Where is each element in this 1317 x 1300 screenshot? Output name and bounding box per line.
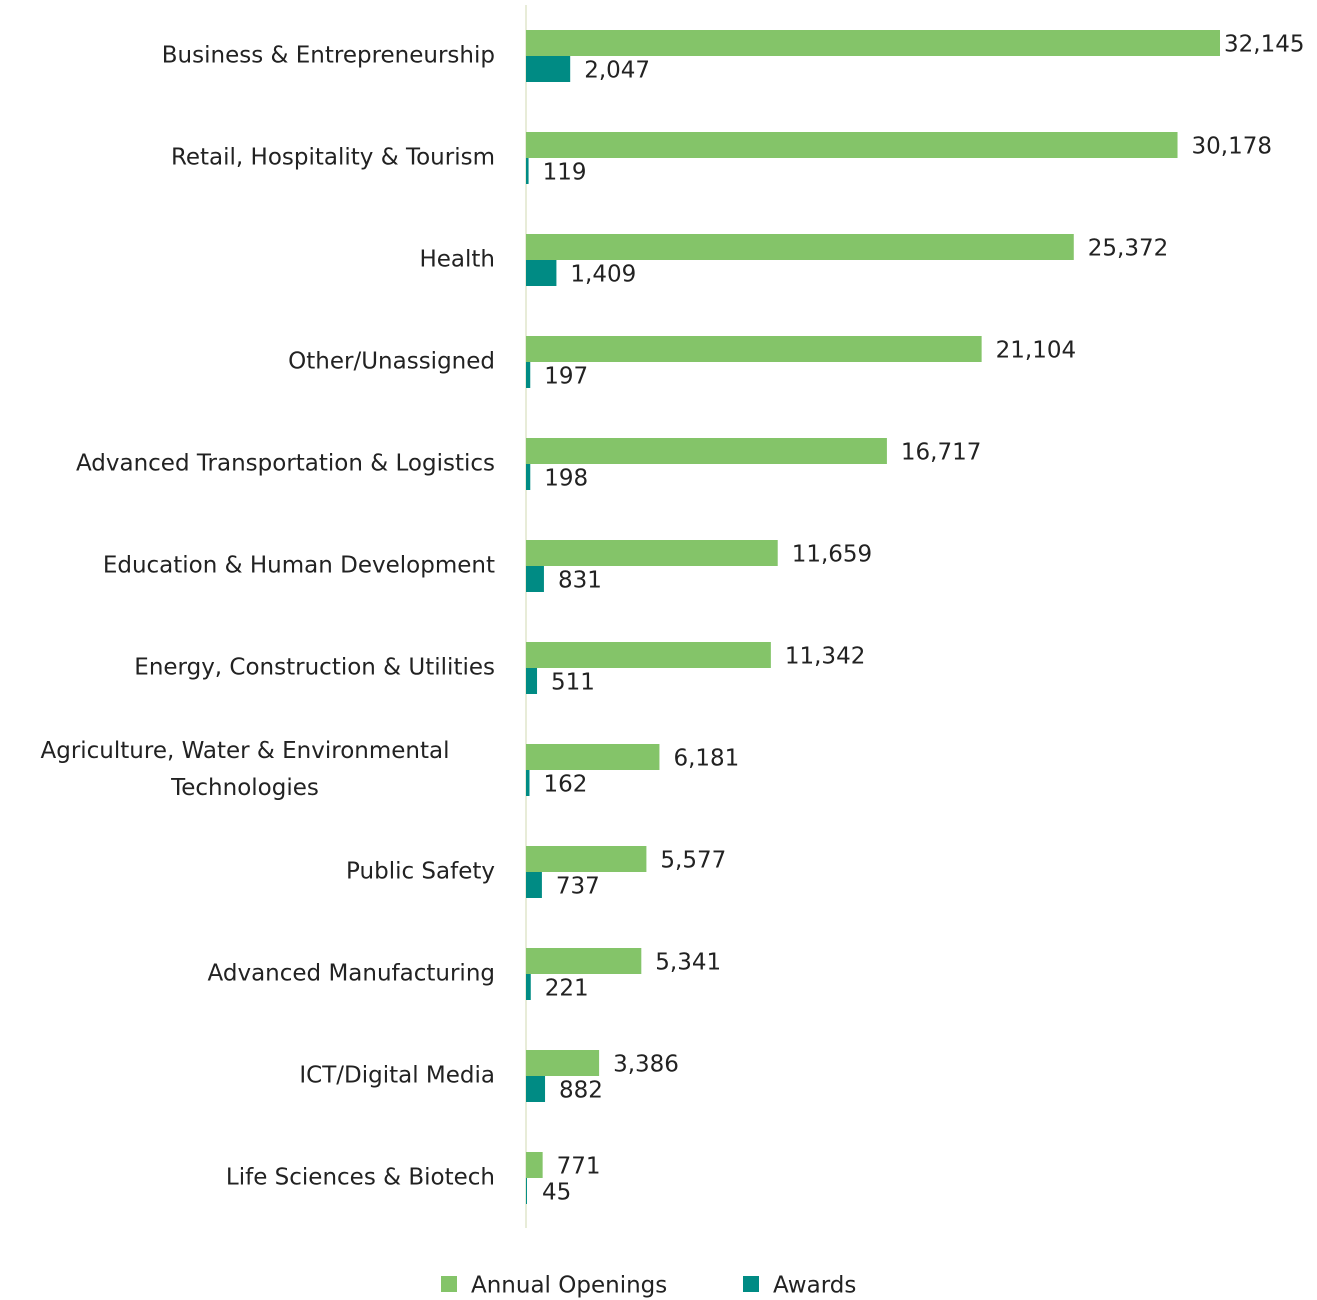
category-text: Advanced Manufacturing bbox=[207, 960, 495, 987]
value-label: 197 bbox=[544, 364, 588, 390]
value-label: 1,409 bbox=[570, 262, 636, 288]
category-text: Other/Unassigned bbox=[288, 348, 495, 375]
value-label: 21,104 bbox=[996, 338, 1076, 364]
legend-label: Awards bbox=[773, 1273, 856, 1299]
category-text: Health bbox=[419, 246, 495, 273]
value-label: 11,659 bbox=[792, 542, 872, 568]
category-text: Public Safety bbox=[346, 858, 495, 885]
value-label: 119 bbox=[543, 160, 587, 186]
bar bbox=[526, 770, 530, 796]
category-text: Business & Entrepreneurship bbox=[161, 42, 495, 69]
value-label: 11,342 bbox=[785, 644, 865, 670]
value-label: 45 bbox=[542, 1180, 571, 1206]
value-label: 25,372 bbox=[1088, 236, 1168, 262]
legend-swatch bbox=[743, 1276, 759, 1292]
category-label: Education & Human Development bbox=[0, 548, 495, 585]
value-label: 2,047 bbox=[584, 58, 650, 84]
bar bbox=[526, 362, 531, 388]
bar bbox=[526, 948, 642, 974]
bar bbox=[526, 132, 1178, 158]
value-label: 198 bbox=[544, 466, 588, 492]
category-label: Advanced Manufacturing bbox=[0, 956, 495, 993]
category-label: Advanced Transportation & Logistics bbox=[0, 446, 495, 483]
category-text: Agriculture, Water & Environmental Techn… bbox=[40, 738, 450, 801]
value-label: 831 bbox=[558, 568, 602, 594]
bar bbox=[526, 668, 538, 694]
category-label: Retail, Hospitality & Tourism bbox=[0, 140, 495, 177]
bar bbox=[526, 642, 771, 668]
category-text: Energy, Construction & Utilities bbox=[134, 654, 495, 681]
bar bbox=[526, 872, 542, 898]
category-label: Agriculture, Water & Environmental Techn… bbox=[0, 733, 495, 807]
category-text: Life Sciences & Biotech bbox=[225, 1164, 495, 1191]
category-text: Retail, Hospitality & Tourism bbox=[170, 144, 495, 171]
value-label: 5,341 bbox=[655, 950, 721, 976]
bar bbox=[526, 846, 647, 872]
bar bbox=[526, 336, 982, 362]
bar bbox=[526, 566, 544, 592]
category-label: Public Safety bbox=[0, 854, 495, 891]
category-label: ICT/Digital Media bbox=[0, 1058, 495, 1095]
category-label: Health bbox=[0, 242, 495, 279]
category-label: Business & Entrepreneurship bbox=[0, 38, 495, 75]
bar bbox=[526, 1050, 600, 1076]
bar bbox=[526, 1076, 546, 1102]
category-label: Life Sciences & Biotech bbox=[0, 1160, 495, 1197]
value-label: 5,577 bbox=[660, 848, 726, 874]
bar bbox=[526, 1152, 543, 1178]
value-label: 30,178 bbox=[1192, 134, 1272, 160]
legend-swatch bbox=[441, 1276, 457, 1292]
legend-label: Annual Openings bbox=[471, 1273, 667, 1299]
bar bbox=[526, 158, 529, 184]
bar bbox=[526, 540, 778, 566]
bar bbox=[526, 234, 1074, 260]
value-label: 32,145 bbox=[1224, 32, 1304, 58]
bar bbox=[526, 56, 571, 82]
category-text: ICT/Digital Media bbox=[299, 1062, 495, 1089]
bar bbox=[526, 974, 531, 1000]
category-label: Energy, Construction & Utilities bbox=[0, 650, 495, 687]
category-text: Advanced Transportation & Logistics bbox=[75, 450, 495, 477]
value-label: 882 bbox=[559, 1078, 603, 1104]
bar bbox=[526, 438, 887, 464]
value-label: 16,717 bbox=[901, 440, 981, 466]
value-label: 3,386 bbox=[613, 1052, 679, 1078]
value-label: 511 bbox=[551, 670, 595, 696]
bar bbox=[526, 260, 557, 286]
bar bbox=[526, 30, 1220, 56]
category-label: Other/Unassigned bbox=[0, 344, 495, 381]
value-label: 221 bbox=[545, 976, 589, 1002]
bar bbox=[526, 464, 531, 490]
bar bbox=[526, 744, 660, 770]
value-label: 737 bbox=[556, 874, 600, 900]
value-label: 6,181 bbox=[673, 746, 739, 772]
category-text: Education & Human Development bbox=[102, 552, 495, 579]
bar bbox=[526, 1178, 527, 1204]
value-label: 162 bbox=[543, 772, 587, 798]
value-label: 771 bbox=[557, 1154, 601, 1180]
